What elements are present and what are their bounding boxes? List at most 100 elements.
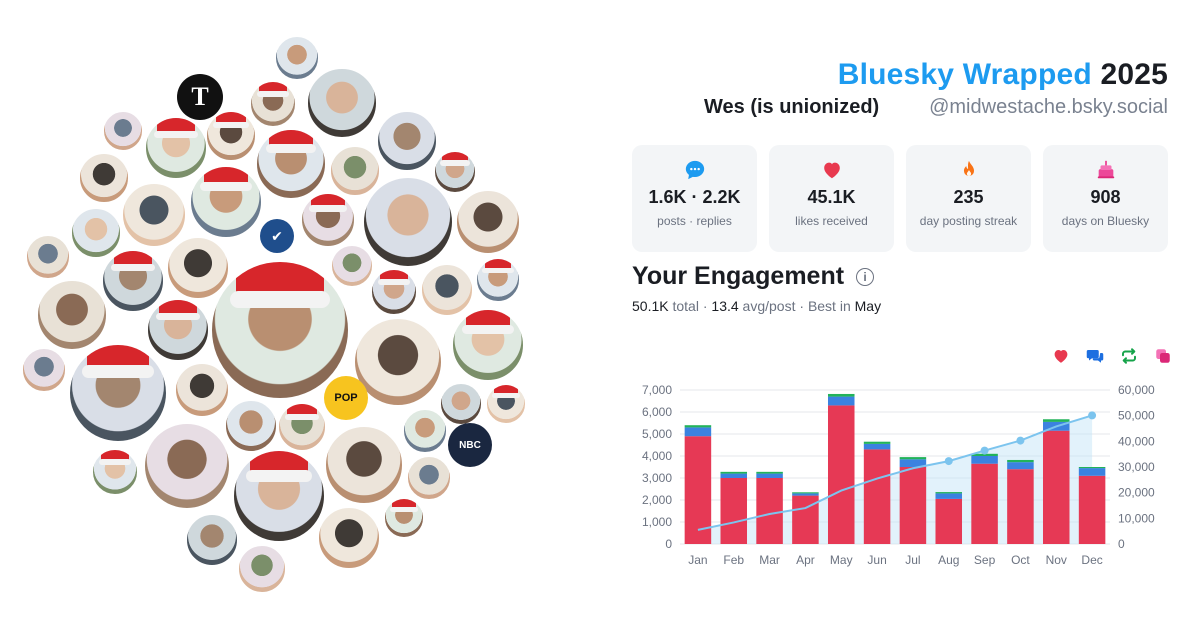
bar-segment	[827, 393, 855, 397]
y-tick-right: 0	[1118, 537, 1125, 551]
ballot-box-icon: ✔	[260, 219, 294, 253]
stat-card-likes: 45.1K likes received	[769, 145, 894, 252]
y-tick-right: 30,000	[1118, 460, 1155, 474]
avatar	[329, 145, 381, 197]
avatar	[68, 343, 168, 443]
cumulative-point	[944, 457, 953, 466]
avg-value: 13.4	[711, 298, 739, 314]
y-tick-left: 0	[665, 537, 672, 551]
avatar	[249, 80, 297, 128]
bar-segment	[720, 471, 748, 474]
engagement-chart: 0 1,000 2,000 3,000 4,000 5,000 6,000 7,000 0 10,…	[642, 383, 1155, 567]
x-tick: Dec	[1081, 553, 1102, 567]
avatar	[406, 455, 452, 501]
y-tick-right: 40,000	[1118, 434, 1155, 448]
stat-value: 1.6K · 2.2K	[648, 187, 741, 207]
bar-segment	[863, 441, 891, 444]
bar-segment	[899, 467, 927, 544]
bar-segment	[684, 427, 712, 437]
bar-segment	[899, 457, 927, 460]
bar-segment	[1042, 430, 1070, 544]
flame-icon	[906, 159, 1031, 181]
stat-label: day posting streak	[919, 214, 1018, 228]
cumulative-line	[697, 414, 1093, 531]
best-month: May	[854, 298, 882, 314]
avatar	[383, 497, 425, 539]
pop-crave-logo-icon: POP	[324, 376, 368, 420]
bar-segment	[971, 463, 998, 544]
bar-segment	[971, 456, 998, 464]
bar-segment	[1007, 459, 1034, 463]
stats-row: 1.6K · 2.2K posts · replies 45.1K likes …	[632, 145, 1168, 252]
bar-segment	[1078, 467, 1106, 469]
bar-segment	[935, 492, 963, 494]
repost-icon[interactable]	[1120, 347, 1138, 365]
reply-bubbles-icon[interactable]	[1086, 347, 1104, 365]
avg-word: avg/post	[742, 298, 796, 314]
avatar	[370, 268, 418, 316]
cumulative-point	[980, 446, 989, 455]
engagement-heading: Your Engagement	[632, 262, 845, 290]
avatar	[277, 402, 327, 452]
page-title: Bluesky Wrapped 2025	[838, 58, 1168, 92]
cake-icon	[1043, 159, 1168, 181]
bar-segment	[1042, 419, 1070, 422]
avatar	[485, 383, 527, 425]
x-tick: Jun	[867, 553, 886, 567]
bar-segment	[1078, 468, 1106, 476]
bar-segment	[756, 471, 783, 474]
bar-segment	[899, 459, 927, 467]
y-tick-left: 6,000	[642, 405, 672, 419]
x-tick: Feb	[723, 553, 744, 567]
y-tick-right: 60,000	[1118, 383, 1155, 397]
avatar	[121, 182, 187, 248]
avatar	[174, 362, 230, 418]
avatar	[433, 150, 477, 194]
x-tick: Aug	[938, 553, 959, 567]
avatar	[25, 234, 71, 280]
y-tick-left: 1,000	[642, 515, 672, 529]
info-icon[interactable]: i	[856, 267, 875, 286]
avatar	[324, 425, 404, 505]
x-tick: Jan	[688, 553, 707, 567]
y-tick-right: 10,000	[1118, 511, 1155, 525]
bar-segment	[827, 396, 855, 406]
nbc-news-logo-icon: NBC	[448, 423, 492, 467]
y-tick-right: 50,000	[1118, 409, 1155, 423]
x-tick: May	[830, 553, 853, 567]
y-tick-left: 4,000	[642, 449, 672, 463]
avatar	[402, 408, 448, 454]
engagement-summary: 50.1K total · 13.4 avg/post · Best in Ma…	[632, 298, 882, 314]
engagement-title: Your Engagement i	[632, 262, 875, 291]
stat-value: 45.1K	[807, 187, 856, 207]
bar-segment	[935, 493, 963, 499]
avatar	[376, 110, 438, 172]
user-row: Wes (is unionized) @midwestache.bsky.soc…	[704, 96, 1168, 119]
x-tick: Nov	[1046, 553, 1067, 567]
x-tick: Sep	[974, 553, 996, 567]
brand-title: Bluesky Wrapped	[837, 58, 1092, 91]
stat-label: likes received	[795, 214, 868, 228]
avatar	[451, 308, 525, 382]
bar-segment	[756, 473, 783, 478]
avatar	[306, 67, 378, 139]
stat-card-streak: 235 day posting streak	[906, 145, 1031, 252]
total-value: 50.1K	[632, 298, 669, 314]
avatar	[70, 207, 122, 259]
heart-icon[interactable]	[1052, 347, 1070, 365]
nyt-logo-icon: T	[177, 74, 223, 120]
cumulative-point	[1016, 436, 1025, 445]
x-tick: Jul	[905, 553, 920, 567]
bar-segment	[684, 436, 712, 544]
bar-segment	[863, 449, 891, 544]
stat-label: posts · replies	[657, 214, 732, 228]
y-tick-left: 2,000	[642, 493, 672, 507]
avatar	[146, 298, 210, 362]
bar-segment	[827, 405, 855, 544]
bar-segment	[720, 478, 748, 544]
stat-card-posts: 1.6K · 2.2K posts · replies	[632, 145, 757, 252]
chart-legend	[1052, 347, 1172, 365]
quote-icon[interactable]	[1154, 347, 1172, 365]
avatar	[224, 399, 278, 453]
avatar	[232, 449, 326, 543]
